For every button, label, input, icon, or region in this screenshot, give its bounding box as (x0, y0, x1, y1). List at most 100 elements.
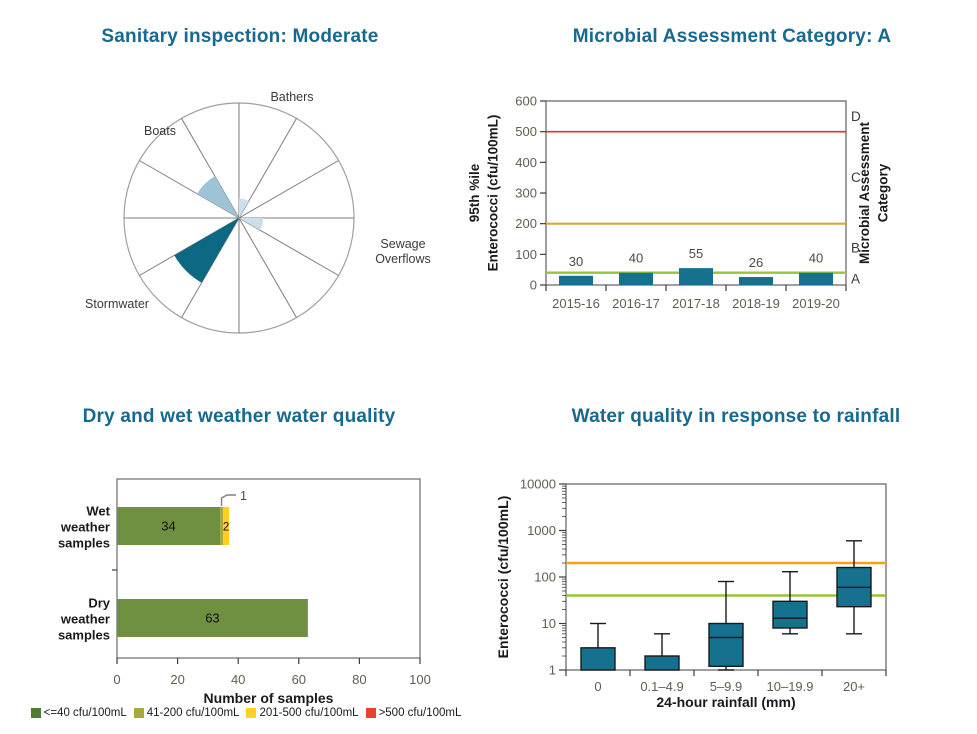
category-label: Dry (88, 596, 110, 611)
y-axis-title: Enterococci (cfu/100mL) (495, 496, 511, 659)
x-tick-label: 0 (594, 679, 601, 694)
right-axis-label-B: B (851, 241, 860, 256)
segment-wet-1 (220, 507, 224, 545)
segment-value-label: 63 (205, 611, 219, 626)
x-tick-label: 2018-19 (732, 296, 780, 311)
rose-category-label: Overflows (375, 252, 431, 266)
y-tick-label: 600 (515, 94, 537, 109)
rose-spoke (238, 217, 339, 276)
segment-value-label: 34 (161, 519, 175, 534)
bar-2019-20 (799, 272, 833, 285)
rainfall-response-title: Water quality in response to rainfall (571, 406, 901, 427)
x-tick-label: 10–19.9 (767, 679, 814, 694)
y-tick-label: 1 (549, 663, 556, 678)
right-axis-label-C: C (851, 170, 861, 185)
category-label: samples (58, 536, 110, 551)
rose-spoke (139, 160, 240, 219)
rose-spoke (238, 160, 339, 219)
microbial-bar-chart: 0 100 200 300 400 500 600 30 2015-16 40 2016-17 55 2… (467, 94, 891, 312)
legend-swatch (30, 708, 41, 718)
y-tick-label: 1000 (527, 523, 556, 538)
legend-label: >500 cfu/100mL (378, 707, 462, 719)
bar-2017-18 (679, 268, 713, 285)
x-tick-label: 100 (409, 672, 431, 687)
y-tick-label: 100 (534, 570, 556, 585)
box-10–19.9 (772, 600, 808, 629)
y-tick-label: 500 (515, 124, 537, 139)
y-tick-label: 400 (515, 155, 537, 170)
water-quality-legend: <=40 cfu/100mL 41-200 cfu/100mL 201-500 cf… (30, 707, 462, 719)
rose-wedge-stormwater (174, 218, 239, 283)
rose-wedge-bathers (239, 198, 249, 218)
x-tick-label: 80 (352, 672, 366, 687)
x-tick-label: 60 (292, 672, 306, 687)
segment-wet-0 (117, 507, 221, 545)
bar-value-label: 40 (629, 251, 643, 266)
category-label: weather (60, 520, 110, 535)
category-label: Wet (86, 504, 110, 519)
legend-label: 201-500 cfu/100mL (259, 707, 359, 719)
y-tick-label: 10 (542, 616, 556, 631)
x-tick-label: 2017-18 (672, 296, 720, 311)
sanitary-inspection-title: Sanitary inspection: Moderate (101, 26, 379, 47)
bar-2018-19 (739, 277, 773, 285)
right-axis-label-A: A (851, 271, 860, 286)
dry-wet-weather-title: Dry and wet weather water quality (82, 406, 396, 427)
legend-swatch (133, 708, 144, 718)
legend-item: 201-500 cfu/100mL (246, 707, 359, 719)
y-tick-label: 300 (515, 186, 537, 201)
leader-line (220, 494, 236, 506)
rose-spoke (238, 118, 297, 219)
rose-spoke (238, 217, 297, 318)
rose-wedge-boats (197, 176, 239, 218)
x-tick-label: 2016-17 (612, 296, 660, 311)
legend-item: >500 cfu/100mL (365, 707, 462, 719)
legend-swatch (246, 708, 257, 718)
bar-value-label: 55 (689, 246, 703, 261)
box-0.1–4.9 (644, 655, 680, 671)
y-tick-label: 200 (515, 216, 537, 231)
leader-value-label: 1 (240, 489, 247, 503)
bar-value-label: 40 (809, 251, 823, 266)
y-axis-title: 95th %ile (467, 163, 482, 222)
legend-item: 41-200 cfu/100mL (133, 707, 240, 719)
x-tick-label: 0 (113, 672, 120, 687)
box-0 (580, 647, 616, 671)
x-tick-label: 40 (231, 672, 245, 687)
microbial-assessment-title: Microbial Assessment Category: A (572, 26, 892, 47)
bar-2016-17 (619, 272, 653, 285)
x-axis-title: Number of samples (204, 690, 334, 706)
rose-category-label: Boats (144, 124, 176, 138)
x-axis-title: 24-hour rainfall (mm) (656, 694, 795, 710)
x-tick-label: 2019-20 (792, 296, 840, 311)
right-axis-title: Microbial Assessment (857, 121, 872, 264)
y-tick-label: 10000 (520, 477, 556, 492)
x-tick-label: 0.1–4.9 (640, 679, 683, 694)
legend-swatch (365, 708, 376, 718)
x-tick-label: 20+ (843, 679, 865, 694)
y-tick-label: 0 (530, 278, 537, 293)
plot-frame (116, 478, 421, 659)
segment-wet-2 (223, 507, 230, 545)
x-tick-label: 5–9.9 (710, 679, 743, 694)
legend-label: 41-200 cfu/100mL (146, 707, 240, 719)
y-axis-title: Enterococci (cfu/100mL) (486, 115, 501, 272)
rose-category-label: Bathers (270, 90, 313, 104)
segment-dry-0 (117, 599, 308, 637)
rose-wedge-sewage-overflows (239, 218, 264, 231)
category-label: weather (60, 612, 110, 627)
x-tick-label: 2015-16 (552, 296, 600, 311)
x-tick-label: 20 (170, 672, 184, 687)
y-tick-label: 100 (515, 247, 537, 262)
rose-spoke (139, 217, 240, 276)
legend-label: <=40 cfu/100mL (43, 707, 127, 719)
bar-value-label: 26 (749, 255, 763, 270)
rose-category-label: Sewage (380, 237, 425, 251)
rose-spoke (181, 118, 240, 219)
bar-value-label: 30 (569, 254, 583, 269)
legend-item: <=40 cfu/100mL (30, 707, 127, 719)
right-axis-label-D: D (851, 109, 861, 124)
